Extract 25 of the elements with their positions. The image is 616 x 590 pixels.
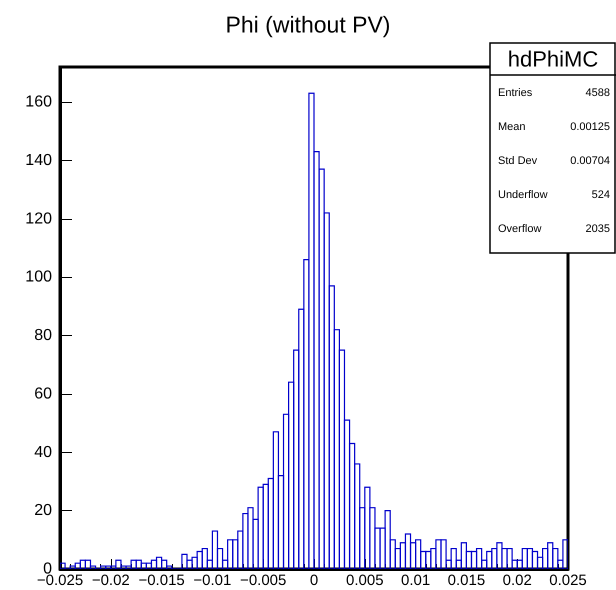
text: Entries 4588 [498, 87, 610, 99]
y-tick-label: 160 [25, 94, 52, 111]
y-tick-label: 140 [25, 152, 52, 169]
y-tick-label: 80 [34, 327, 52, 344]
y-tick-label: 20 [34, 502, 52, 520]
y-tick-label: 60 [34, 385, 52, 402]
y-tick-label: 40 [34, 444, 52, 461]
text: Overflow 2035 [498, 223, 610, 235]
x-tick-label: 0.01 [401, 572, 430, 589]
x-tick-label: −0.015 [138, 572, 185, 589]
x-tick-label: 0.005 [346, 572, 384, 589]
x-tick-label: 0.02 [502, 572, 532, 589]
x-tick-label: 0.025 [549, 572, 587, 589]
x-tick-label: −0.02 [92, 572, 130, 589]
x-tick-label: 0.015 [448, 572, 486, 589]
text: Mean 0.00125 [498, 121, 610, 133]
y-tick-label: 120 [25, 210, 52, 228]
x-tick-label: −0.01 [193, 572, 232, 589]
chart-title: Phi (without PV) [226, 12, 390, 38]
annotation: hdPhiMC [508, 46, 598, 72]
y-tick-label: 100 [25, 268, 52, 286]
x-tick-label: −0.005 [240, 572, 286, 589]
text: Underflow 524 [498, 189, 610, 201]
x-tick-label: 0 [310, 572, 318, 589]
text: Std Dev 0.00704 [498, 155, 610, 167]
